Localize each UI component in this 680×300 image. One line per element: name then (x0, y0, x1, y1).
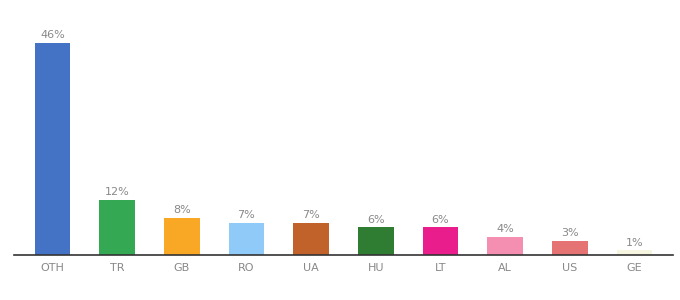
Bar (552, 241, 588, 255)
Text: 12%: 12% (105, 187, 129, 197)
Text: 7%: 7% (302, 210, 320, 220)
Text: 3%: 3% (561, 228, 579, 239)
Text: 6%: 6% (367, 214, 385, 224)
Text: 6%: 6% (432, 214, 449, 224)
Bar (228, 223, 265, 255)
Text: 1%: 1% (626, 238, 643, 248)
Bar (488, 236, 523, 255)
Bar (422, 227, 458, 255)
Bar (164, 218, 199, 255)
Text: 8%: 8% (173, 205, 190, 215)
Bar (99, 200, 135, 255)
Text: 4%: 4% (496, 224, 514, 234)
Bar (358, 227, 394, 255)
Text: 7%: 7% (237, 210, 255, 220)
Bar (617, 250, 652, 255)
Bar (293, 223, 329, 255)
Bar (35, 43, 70, 255)
Text: 46%: 46% (40, 30, 65, 40)
